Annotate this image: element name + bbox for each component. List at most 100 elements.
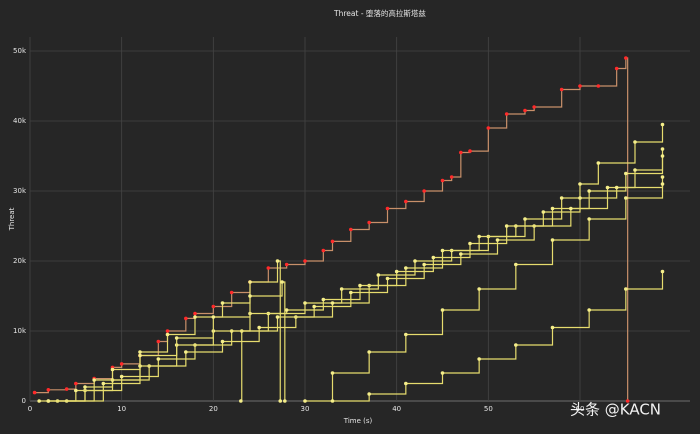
data-point: [477, 234, 481, 239]
data-point: [596, 84, 601, 88]
data-point: [596, 161, 601, 165]
data-point: [633, 140, 637, 144]
data-point: [459, 150, 463, 155]
data-point: [349, 290, 353, 295]
data-point: [569, 206, 573, 211]
data-point: [248, 294, 252, 298]
data-point: [660, 147, 665, 151]
data-point: [550, 325, 555, 330]
data-point: [422, 262, 426, 267]
data-point: [74, 388, 78, 393]
data-point: [495, 238, 500, 242]
data-point: [514, 343, 518, 347]
data-point: [477, 287, 481, 291]
data-point: [312, 304, 316, 309]
data-point: [64, 387, 69, 391]
data-point: [624, 171, 628, 176]
data-point: [624, 287, 628, 291]
data-point: [624, 56, 628, 60]
data-point: [625, 399, 630, 403]
x-tick-label: 40: [392, 405, 401, 413]
data-point: [614, 185, 619, 190]
data-point: [578, 84, 582, 88]
y-tick-label: 0: [22, 397, 26, 405]
data-point: [275, 315, 280, 319]
data-point: [119, 362, 124, 366]
data-point: [523, 108, 527, 113]
data-point: [413, 259, 417, 263]
data-point: [614, 66, 619, 71]
data-point: [349, 227, 353, 232]
data-point: [284, 262, 289, 267]
data-point: [440, 178, 445, 183]
data-point: [138, 350, 142, 354]
data-point: [193, 311, 197, 316]
data-point: [330, 301, 335, 305]
data-point: [92, 378, 96, 382]
data-point: [541, 210, 546, 214]
data-point: [440, 371, 445, 375]
data-point: [220, 301, 225, 305]
data-point: [578, 182, 582, 186]
data-point: [330, 371, 335, 375]
data-point: [449, 175, 454, 179]
data-point: [660, 122, 665, 127]
data-point: [284, 308, 289, 312]
data-point: [504, 224, 509, 228]
data-point: [257, 325, 261, 330]
series-line: [34, 57, 629, 401]
y-tick-label: 50k: [13, 47, 27, 55]
data-point: [440, 248, 445, 253]
data-point: [220, 339, 225, 344]
data-point: [321, 297, 326, 302]
x-tick-label: 60: [576, 405, 585, 413]
data-point: [138, 353, 142, 358]
data-point: [404, 199, 408, 204]
data-point: [367, 220, 371, 225]
y-tick-label: 10k: [13, 327, 27, 335]
data-point: [278, 399, 283, 403]
data-point: [404, 332, 408, 337]
data-point: [660, 154, 665, 158]
x-tick-label: 20: [209, 405, 218, 413]
data-point: [504, 112, 509, 116]
series-line: [332, 271, 664, 402]
data-point: [239, 399, 243, 403]
data-point: [119, 374, 124, 379]
data-point: [404, 266, 408, 270]
data-point: [266, 266, 271, 270]
data-point: [422, 189, 426, 193]
data-point: [101, 381, 106, 386]
watermark: 头条 @KACN: [570, 401, 661, 419]
x-tick-label: 30: [301, 405, 310, 413]
data-point: [587, 189, 591, 193]
data-point: [303, 259, 307, 263]
data-point: [165, 329, 170, 333]
data-point: [404, 381, 408, 386]
y-tick-label: 30k: [13, 187, 27, 195]
data-point: [624, 196, 628, 200]
data-point: [587, 217, 591, 221]
data-point: [468, 241, 472, 246]
data-point: [633, 168, 637, 172]
x-tick-label: 0: [28, 405, 32, 413]
data-point: [660, 175, 665, 179]
y-tick-label: 40k: [13, 117, 27, 125]
data-point: [660, 269, 665, 274]
data-point: [229, 290, 234, 295]
series-line: [240, 156, 664, 402]
y-tick-label: 20k: [13, 257, 27, 265]
data-point: [211, 304, 216, 309]
data-point: [46, 388, 51, 392]
data-point: [367, 392, 371, 396]
data-point: [559, 87, 564, 92]
data-point: [385, 276, 390, 281]
data-point: [303, 301, 307, 305]
data-point: [165, 332, 170, 337]
series-line: [48, 281, 286, 402]
data-point: [74, 381, 78, 386]
data-point: [367, 350, 371, 354]
data-point: [46, 399, 51, 403]
data-point: [184, 316, 188, 321]
